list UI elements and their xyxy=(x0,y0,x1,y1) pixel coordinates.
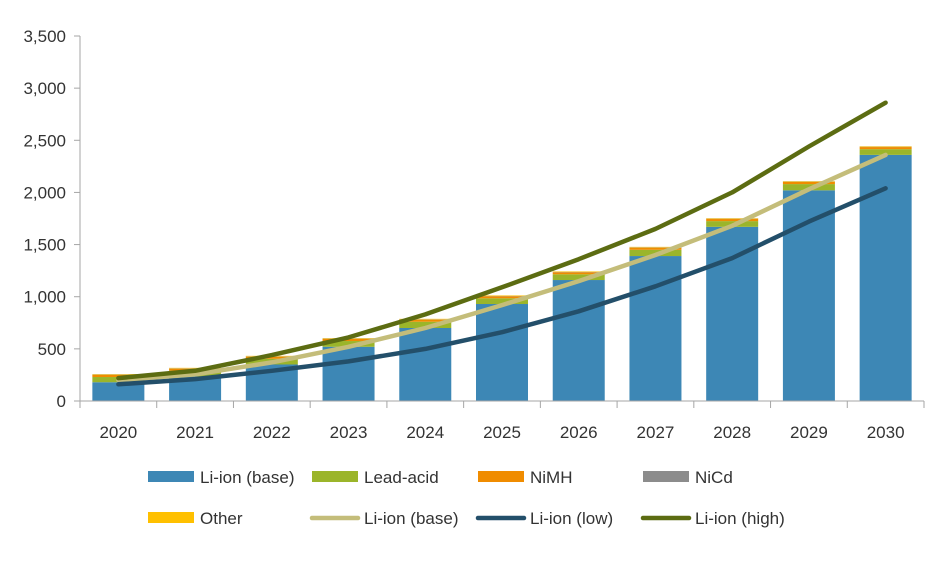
bar-li-ion-base-2025 xyxy=(476,304,528,401)
bar-other-2028 xyxy=(706,218,759,219)
bar-nimh-2023 xyxy=(322,338,375,342)
bar-lead-acid-2024 xyxy=(399,321,452,328)
x-tick-label: 2025 xyxy=(483,423,521,442)
x-tick-label: 2029 xyxy=(790,423,828,442)
legend-label-li-ion-high: Li-ion (high) xyxy=(695,509,785,528)
bar-li-ion-base-2028 xyxy=(706,226,759,401)
bar-nimh-2027 xyxy=(629,247,682,250)
line-li-ion-low xyxy=(116,186,888,387)
y-axis: 0 500 1,000 1,500 2,000 2,500 3,000 3,500 xyxy=(23,27,81,411)
x-tick-label: 2030 xyxy=(867,423,905,442)
y-tick-label: 2,500 xyxy=(23,131,66,150)
y-tick-label: 1,500 xyxy=(23,236,66,255)
bar-li-ion-base-2024 xyxy=(399,328,452,401)
bar-nimh-2025 xyxy=(476,296,528,299)
legend-label-li-ion-low: Li-ion (low) xyxy=(530,509,613,528)
y-tick-label: 3,000 xyxy=(23,79,66,98)
bar-nimh-2029 xyxy=(782,182,835,185)
x-tick-label: 2028 xyxy=(713,423,751,442)
x-tick-label: 2023 xyxy=(330,423,368,442)
bar-li-ion-base-2026 xyxy=(552,280,605,401)
x-tick-label: 2022 xyxy=(253,423,291,442)
bar-other-2030 xyxy=(859,146,912,147)
bar-li-ion-base-2020 xyxy=(92,382,145,401)
bars-layer xyxy=(92,146,912,401)
bar-nimh-2024 xyxy=(399,319,452,322)
bar-nimh-2028 xyxy=(706,219,759,222)
bar-lead-acid-2023 xyxy=(322,341,375,347)
legend-swatch-li-ion-base xyxy=(148,471,194,482)
legend-label-nicd: NiCd xyxy=(695,468,733,487)
bar-other-2025 xyxy=(476,295,528,296)
bar-other-2027 xyxy=(629,246,682,248)
x-tick-label: 2026 xyxy=(560,423,598,442)
legend-swatch-lead-acid xyxy=(312,471,358,482)
legend-swatch-other xyxy=(148,512,194,523)
lines-layer xyxy=(116,100,888,387)
bar-other-2024 xyxy=(399,318,452,320)
y-tick-label: 2,000 xyxy=(23,183,66,202)
x-axis: 2020 2021 2022 2023 2024 2025 2026 2027 2028 2029… xyxy=(79,400,925,442)
bar-lead-acid-2030 xyxy=(859,149,912,155)
legend-label-li-ion-base: Li-ion (base) xyxy=(200,468,295,487)
y-tick-label: 1,000 xyxy=(23,288,66,307)
y-tick-label: 3,500 xyxy=(23,27,66,46)
bar-nimh-2022 xyxy=(245,356,298,359)
bar-other-2020 xyxy=(92,374,145,375)
bar-li-ion-base-2029 xyxy=(782,190,835,401)
x-tick-label: 2021 xyxy=(176,423,214,442)
legend: Li-ion (base) Lead-acid NiMH NiCd Other Li-io… xyxy=(148,468,785,528)
y-tick-label: 500 xyxy=(38,340,66,359)
legend-swatch-nicd xyxy=(643,471,689,482)
bar-lead-acid-2025 xyxy=(476,298,528,305)
bar-nimh-2026 xyxy=(552,272,605,275)
legend-label-li-ion-base: Li-ion (base) xyxy=(364,509,459,528)
bar-nimh-2030 xyxy=(859,147,912,150)
bar-li-ion-base-2030 xyxy=(859,154,912,401)
legend-swatch-nimh xyxy=(478,471,524,482)
bar-other-2021 xyxy=(169,367,222,369)
y-tick-label: 0 xyxy=(57,392,66,411)
bar-other-2026 xyxy=(552,271,605,272)
bar-lead-acid-2026 xyxy=(552,274,605,281)
bar-li-ion-base-2023 xyxy=(322,346,375,401)
x-tick-label: 2027 xyxy=(637,423,675,442)
bar-other-2029 xyxy=(782,181,835,182)
line-li-ion-high xyxy=(116,100,888,381)
legend-label-nimh: NiMH xyxy=(530,468,573,487)
line-li-ion-base xyxy=(116,152,888,383)
x-tick-label: 2024 xyxy=(406,423,444,442)
legend-label-other: Other xyxy=(200,509,243,528)
legend-label-lead-acid: Lead-acid xyxy=(364,468,439,487)
x-tick-label: 2020 xyxy=(99,423,137,442)
